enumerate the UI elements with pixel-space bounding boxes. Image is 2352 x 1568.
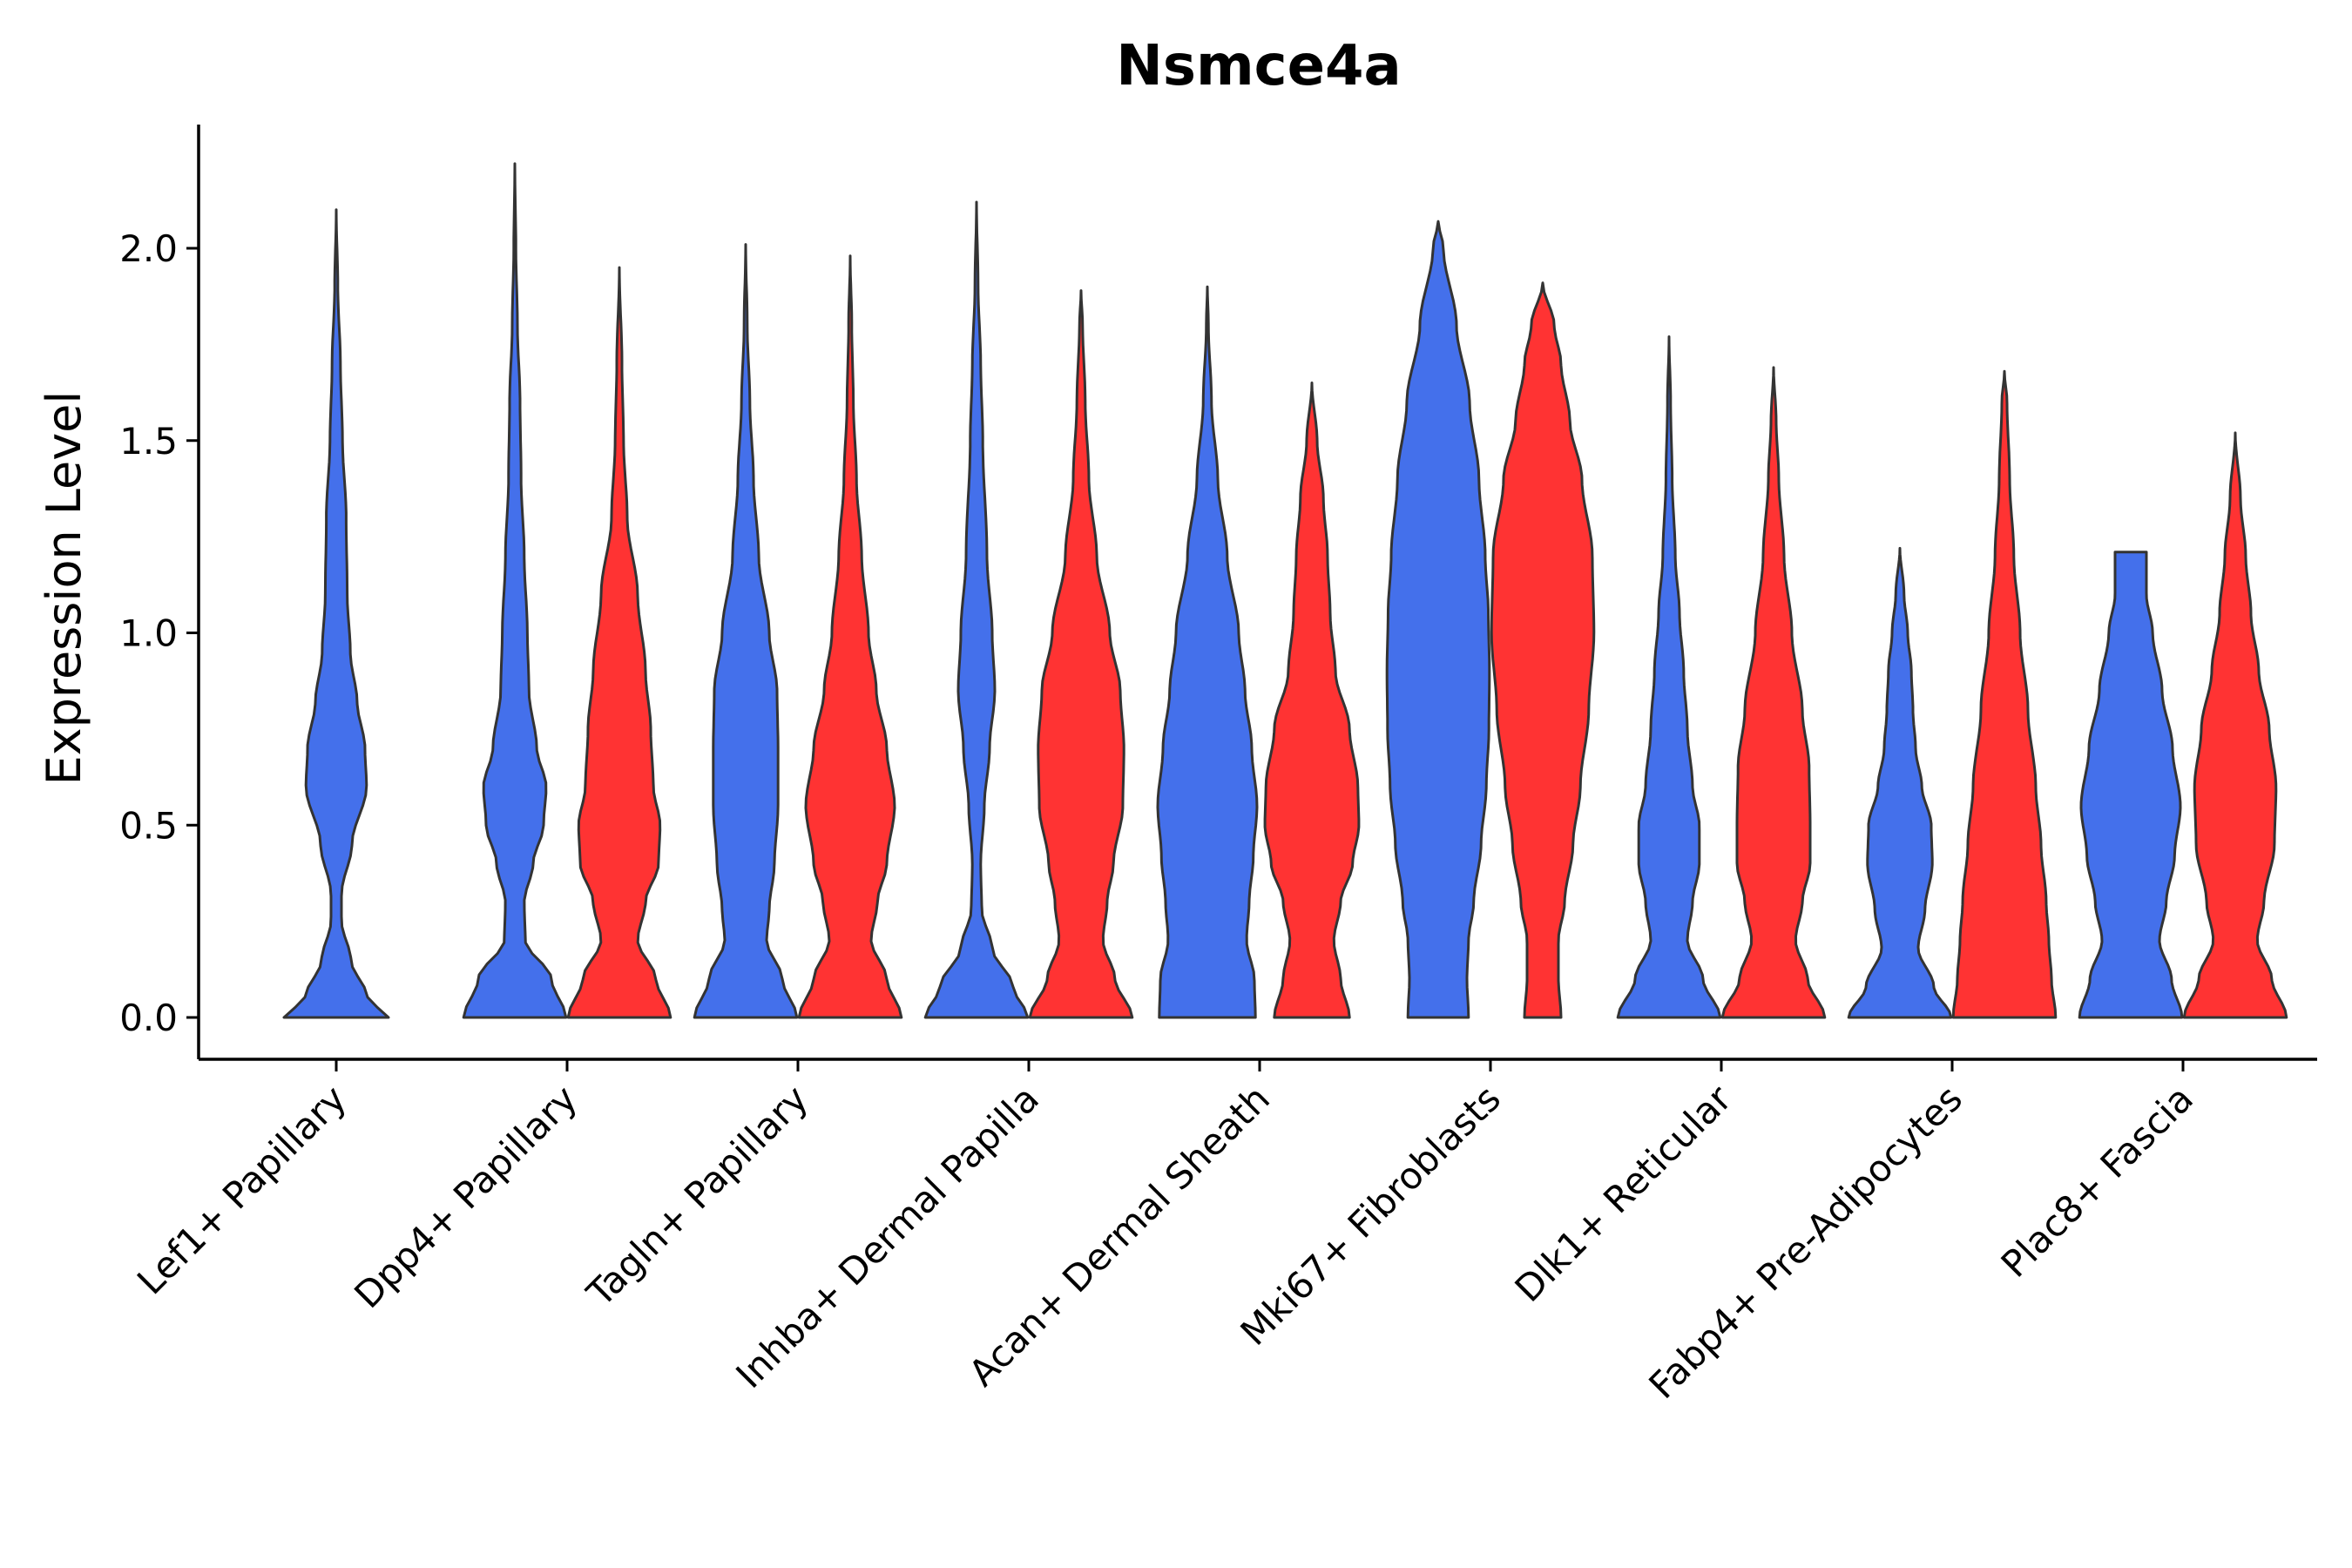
violin-group1-dlk1-reticular bbox=[1616, 335, 1722, 1019]
violin-group1-plac8-fascia bbox=[2078, 551, 2184, 1019]
y-tick-label: 0.5 bbox=[119, 804, 178, 847]
violin-group2-inhba-dermal-papilla bbox=[1028, 289, 1134, 1019]
violins-layer bbox=[282, 162, 2288, 1019]
violin-group1-acan-dermal-sheath bbox=[1156, 285, 1259, 1019]
x-tick-label: Lef1+ Papillary bbox=[129, 1077, 355, 1302]
x-tick-label: Tagln+ Papillary bbox=[578, 1077, 816, 1315]
violin-group1-mki67-fibroblasts bbox=[1385, 220, 1491, 1019]
x-tick-label: Mki67+ Fibroblasts bbox=[1233, 1077, 1509, 1353]
violin-group2-fabp4-pre-adipocytes bbox=[1951, 369, 2058, 1019]
y-axis-label: Expression Level bbox=[37, 391, 91, 786]
violin-group1-inhba-dermal-papilla bbox=[923, 200, 1030, 1019]
x-tick-label: Dlk1+ Reticular bbox=[1507, 1077, 1740, 1310]
violin-group1-lef1-papillary bbox=[282, 208, 390, 1019]
violin-group1-dpp4-papillary bbox=[462, 162, 568, 1019]
y-tick-label: 2.0 bbox=[119, 227, 178, 270]
y-tick-label: 0.0 bbox=[119, 997, 178, 1039]
violin-group2-acan-dermal-sheath bbox=[1263, 382, 1361, 1019]
violin-group2-tagln-papillary bbox=[797, 254, 903, 1019]
x-tick-label: Dpp4+ Papillary bbox=[346, 1077, 585, 1316]
y-tick-label: 1.0 bbox=[119, 612, 178, 655]
x-tick-label: Plac8+ Fascia bbox=[1993, 1077, 2201, 1285]
violin-group2-dpp4-papillary bbox=[566, 266, 672, 1019]
chart-title: Nsmce4a bbox=[1116, 34, 1401, 98]
violin-group1-fabp4-pre-adipocytes bbox=[1847, 546, 1953, 1019]
violin-group2-plac8-fascia bbox=[2182, 431, 2288, 1019]
violin-group2-dlk1-reticular bbox=[1720, 366, 1827, 1019]
violin-group1-tagln-papillary bbox=[693, 243, 799, 1019]
violin-group2-mki67-fibroblasts bbox=[1490, 281, 1596, 1019]
y-tick-label: 1.5 bbox=[119, 420, 178, 463]
